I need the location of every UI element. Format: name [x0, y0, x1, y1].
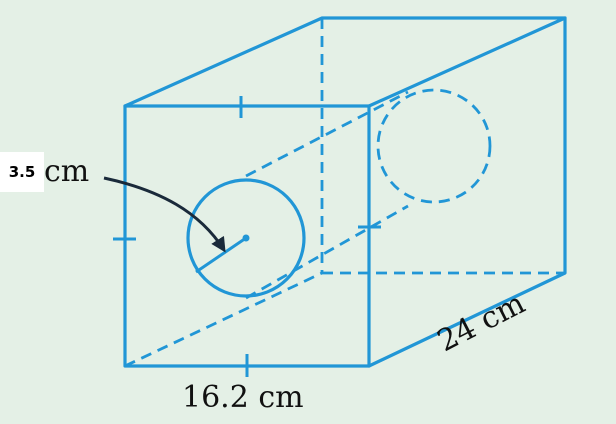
- right-face-edges: [367, 16, 567, 368]
- radius-pointer-arrow: [103, 176, 226, 253]
- equal-edge-ticks: [113, 96, 381, 377]
- hidden-edge-diagonal: [124, 271, 323, 368]
- back-hole-circle: [376, 88, 492, 204]
- cylinder-top-generator: [245, 90, 409, 178]
- front-hole-circle: [186, 178, 306, 298]
- radius-value-label: 3.5: [0, 152, 44, 192]
- radius-line: [195, 236, 247, 274]
- cylinder-bottom-generator: [245, 204, 409, 300]
- top-face-edges: [123, 16, 567, 108]
- radius-unit-label: cm: [44, 154, 90, 189]
- visible-edges: [123, 16, 567, 368]
- width-label: 16.2 cm: [182, 380, 304, 415]
- hidden-edges: [124, 18, 565, 368]
